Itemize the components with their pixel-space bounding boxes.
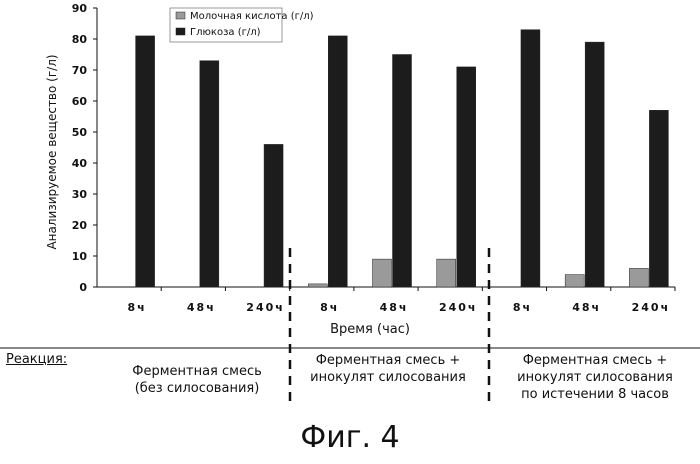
bar-glucose bbox=[136, 36, 155, 287]
x-axis-title: Время (час) bbox=[300, 322, 440, 337]
y-tick-label: 20 bbox=[72, 219, 88, 232]
bar-glucose bbox=[200, 61, 219, 287]
y-tick-label: 50 bbox=[72, 126, 88, 139]
bar-lactic-acid bbox=[308, 284, 327, 287]
bar-glucose bbox=[328, 36, 347, 287]
x-tick-label: 48ч bbox=[572, 301, 601, 314]
x-tick-label: 8ч bbox=[513, 301, 532, 314]
legend-label: Молочная кислота (г/л) bbox=[190, 11, 314, 22]
bar-glucose bbox=[521, 30, 540, 287]
y-tick-label: 90 bbox=[72, 2, 88, 15]
y-axis-title: Анализируемое вещество (г/л) bbox=[45, 54, 59, 249]
x-tick-label: 240ч bbox=[632, 301, 671, 314]
bar-glucose bbox=[585, 42, 604, 287]
y-tick-label: 10 bbox=[72, 250, 88, 263]
bar-lactic-acid bbox=[565, 275, 584, 287]
legend-swatch bbox=[176, 12, 185, 19]
x-tick-label: 8ч bbox=[128, 301, 147, 314]
bar-glucose bbox=[649, 110, 668, 287]
y-tick-label: 70 bbox=[72, 64, 88, 77]
group-caption-2: Ферментная смесь +инокулят силосования bbox=[298, 352, 478, 386]
group-caption-1: Ферментная смесь(без силосования) bbox=[112, 363, 282, 397]
bar-glucose bbox=[393, 55, 412, 288]
x-tick-label: 240ч bbox=[439, 301, 478, 314]
x-tick-label: 48ч bbox=[187, 301, 216, 314]
y-tick-label: 30 bbox=[72, 188, 88, 201]
bar-glucose bbox=[457, 67, 476, 287]
bar-lactic-acid bbox=[629, 268, 648, 287]
y-tick-label: 80 bbox=[72, 33, 88, 46]
y-tick-label: 60 bbox=[72, 95, 88, 108]
legend-label: Глюкоза (г/л) bbox=[190, 27, 261, 38]
bar-glucose bbox=[264, 144, 283, 287]
y-tick-label: 0 bbox=[79, 281, 87, 294]
reaction-label: Реакция: bbox=[6, 352, 67, 367]
x-tick-label: 240ч bbox=[246, 301, 285, 314]
bar-lactic-acid bbox=[373, 259, 392, 287]
legend-swatch bbox=[176, 28, 185, 35]
group-caption-3: Ферментная смесь +инокулят силосованияпо… bbox=[500, 352, 690, 403]
figure-title: Фиг. 4 bbox=[0, 420, 700, 455]
x-tick-label: 48ч bbox=[380, 301, 409, 314]
y-tick-label: 40 bbox=[72, 157, 88, 170]
bar-lactic-acid bbox=[437, 259, 456, 287]
x-tick-label: 8ч bbox=[320, 301, 339, 314]
